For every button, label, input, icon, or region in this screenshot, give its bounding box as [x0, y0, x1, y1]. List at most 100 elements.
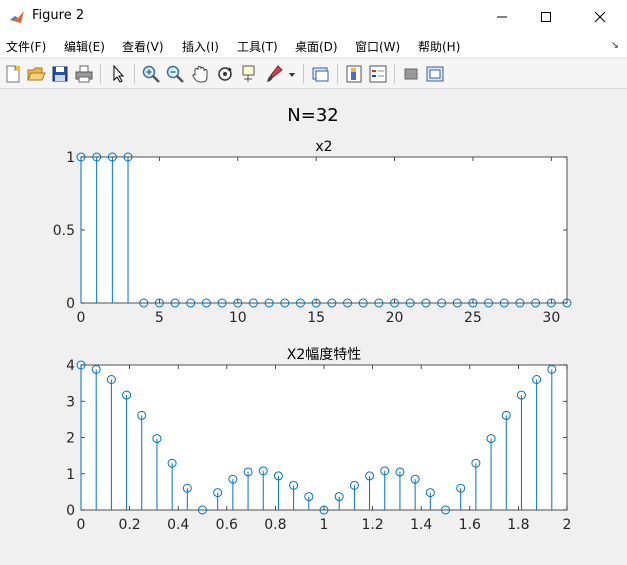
window-title: Figure 2: [32, 8, 85, 23]
stem-marker: [486, 434, 496, 444]
stem-marker: [295, 298, 305, 308]
stem-marker: [516, 390, 526, 400]
stem-marker: [213, 488, 223, 498]
print-icon[interactable]: [74, 64, 94, 84]
title-bar: Figure 2: [0, 0, 627, 34]
zoom-out-icon[interactable]: [165, 64, 185, 84]
hide-plot-tools-icon[interactable]: [401, 64, 421, 84]
toolbar-separator: [337, 64, 338, 84]
open-file-icon[interactable]: [26, 64, 46, 84]
x-tick-label: 0.4: [167, 517, 189, 533]
x-tick-label: 0.6: [216, 517, 238, 533]
edit-plot-icon[interactable]: [108, 64, 128, 84]
x-tick-label: 10: [229, 310, 247, 326]
plot-area: [80, 156, 568, 304]
show-plot-tools-icon[interactable]: [425, 64, 445, 84]
menu-file[interactable]: 文件(F): [6, 40, 47, 54]
stem-marker: [319, 505, 329, 515]
stem-marker: [501, 410, 511, 420]
menu-help[interactable]: 帮助(H): [418, 40, 461, 54]
minimize-icon: [497, 16, 507, 18]
axes-title: x2: [315, 139, 332, 155]
stem-marker: [471, 458, 481, 468]
x-tick-label: 0: [77, 310, 86, 326]
stem-marker: [410, 474, 420, 484]
brush-icon[interactable]: [264, 64, 284, 84]
stem-marker: [76, 152, 86, 162]
stem-marker: [499, 298, 509, 308]
stem-marker: [91, 364, 101, 374]
menu-view[interactable]: 查看(V): [122, 40, 164, 54]
stem-marker: [349, 480, 359, 490]
y-tick-label: 0: [66, 296, 75, 312]
y-tick-label: 1: [66, 467, 75, 483]
dropdown-arrow-icon[interactable]: [287, 64, 297, 84]
x-tick-label: 0.8: [264, 517, 286, 533]
stem-marker: [421, 298, 431, 308]
menu-edit[interactable]: 编辑(E): [64, 40, 105, 54]
stem-marker: [186, 298, 196, 308]
stem-marker: [456, 483, 466, 493]
x-tick-label: 5: [155, 310, 164, 326]
stem-marker: [515, 298, 525, 308]
x-tick-label: 1: [320, 517, 329, 533]
legend-icon[interactable]: [368, 64, 388, 84]
stem-marker: [425, 488, 435, 498]
stem-marker: [182, 483, 192, 493]
stem-marker: [92, 152, 102, 162]
stem-marker: [405, 298, 415, 308]
menu-desktop[interactable]: 桌面(D): [295, 40, 338, 54]
x-tick-label: 20: [386, 310, 404, 326]
stem-marker: [327, 298, 337, 308]
stem-marker: [233, 298, 243, 308]
figure-canvas[interactable]: N=32 x2 0 5 10 15 20 25 30 0 0.5 1 X2幅度特性 0 0.2 0.4 0.…: [0, 90, 627, 561]
new-figure-icon[interactable]: [3, 64, 23, 84]
save-icon[interactable]: [50, 64, 70, 84]
pan-icon[interactable]: [190, 64, 210, 84]
menu-window[interactable]: 窗口(W): [355, 40, 401, 54]
menu-tools[interactable]: 工具(T): [237, 40, 278, 54]
stem-marker: [264, 298, 274, 308]
y-tick-label: 0: [66, 503, 75, 519]
menu-overflow-arrow-icon[interactable]: ↘: [610, 40, 619, 51]
plot-area: [80, 364, 568, 511]
stem-marker: [243, 467, 253, 477]
x-tick-label: 0.2: [118, 517, 140, 533]
axes-title: X2幅度特性: [287, 347, 362, 363]
data-cursor-icon[interactable]: [240, 64, 260, 84]
stem-marker: [441, 505, 450, 515]
x-tick-label: 0: [77, 517, 86, 533]
figure-toolbar: [0, 59, 627, 89]
stem-marker: [258, 466, 268, 476]
menu-insert[interactable]: 插入(I): [182, 40, 219, 54]
axes-x2[interactable]: x2 0 5 10 15 20 25 30 0 0.5 1: [53, 139, 572, 326]
stem-marker: [154, 298, 164, 308]
axes-x2-magnitude[interactable]: X2幅度特性 0 0.2 0.4 0.6 0.8 1 1.2 1.4 1.6 1.8 2 0 1 2 3 4: [66, 347, 571, 533]
menu-bar: 文件(F) 编辑(E) 查看(V) 插入(I) 工具(T) 桌面(D) 窗口(W…: [0, 34, 627, 58]
matlab-logo-icon: [10, 11, 24, 23]
y-tick-label: 4: [66, 358, 75, 374]
minimize-button[interactable]: [479, 0, 525, 34]
stem-marker: [217, 298, 227, 308]
rotate-3d-icon[interactable]: [215, 64, 235, 84]
x-tick-label: 1.4: [410, 517, 432, 533]
stem-marker: [152, 434, 162, 444]
stem-marker: [546, 298, 556, 308]
stem-marker: [380, 466, 390, 476]
zoom-in-icon[interactable]: [141, 64, 161, 84]
stem-marker: [365, 471, 375, 481]
stem-marker: [170, 298, 180, 308]
toolbar-separator: [134, 64, 135, 84]
stem-marker: [76, 360, 86, 370]
x-tick-label: 1.6: [459, 517, 481, 533]
close-button[interactable]: [577, 0, 623, 34]
stem-marker: [358, 298, 368, 308]
stem-marker: [107, 152, 117, 162]
stem-marker: [122, 390, 132, 400]
y-tick-label: 1: [66, 150, 75, 166]
y-tick-label: 2: [66, 431, 75, 447]
link-plot-icon[interactable]: [311, 64, 331, 84]
colorbar-icon[interactable]: [344, 64, 364, 84]
maximize-button[interactable]: [523, 0, 569, 34]
figure-suptitle: N=32: [287, 105, 338, 126]
